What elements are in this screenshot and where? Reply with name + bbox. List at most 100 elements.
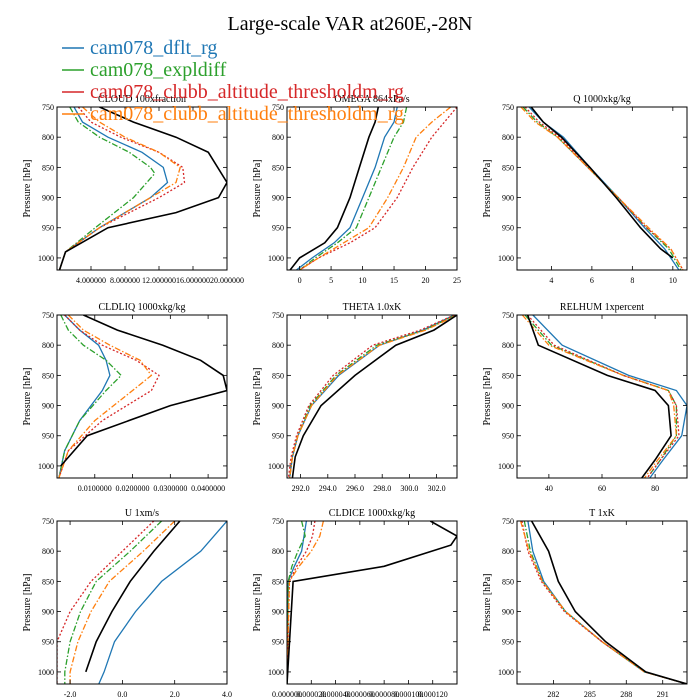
panel-6-series-0 — [98, 521, 227, 684]
panel-4-xtick-label-1: 294.0 — [319, 484, 337, 493]
panel-1-series-0 — [296, 107, 398, 270]
panel-2-ytick-label-1: 800 — [502, 133, 514, 142]
panel-7-frame — [286, 520, 458, 685]
panel-1-series-1 — [299, 107, 408, 270]
panel-6-series-1 — [64, 521, 163, 684]
panel-6: 750 800 850 900 950 1000 -2.0 0.0 2.0 4.0 Pressure… — [22, 508, 232, 699]
panel-2: 750 800 850 900 950 1000 4 6 8 10 Pressure [hPa] Q … — [482, 94, 688, 285]
panel-2-ytick-label-0: 750 — [502, 103, 514, 112]
panel-1-ytick-label-2: 850 — [272, 163, 284, 172]
panel-6-frame — [56, 520, 228, 685]
panel-1-ytick-label-5: 1000 — [268, 254, 284, 263]
panel-0-xtick-label-4: 20.000000 — [210, 276, 244, 285]
panel-4-series-0 — [289, 315, 455, 478]
panel-2-series-1 — [522, 107, 682, 270]
panel-0-xtick-label-3: 16.000000 — [176, 276, 210, 285]
panel-7-title: CLDICE 1000xkg/kg — [329, 508, 415, 519]
panel-7-series-0 — [287, 521, 308, 684]
panel-6-xtick-label-0: -2.0 — [64, 690, 77, 699]
panel-4-title: THETA 1.0xK — [343, 302, 402, 313]
panel-5-series-0 — [532, 315, 687, 478]
panel-6-ytick-label-3: 900 — [42, 608, 54, 617]
panel-8-ytick-label-5: 1000 — [498, 668, 514, 677]
panel-5-ylabel: Pressure [hPa] — [482, 367, 493, 425]
panel-6-ylabel: Pressure [hPa] — [22, 573, 33, 631]
panel-5-xtick-label-2: 80 — [651, 484, 659, 493]
panel-2-ytick-label-3: 900 — [502, 194, 514, 203]
panel-8-title: T 1xK — [589, 508, 615, 519]
panel-0-series-3 — [58, 107, 181, 270]
panel-8-xtick-label-0: 282 — [547, 690, 559, 699]
panel-7-xtick-label-6: 0.000120 — [418, 690, 448, 699]
panel-7-xtick-label-3: 0.000060 — [345, 690, 375, 699]
panel-2-title: Q 1000xkg/kg — [573, 94, 631, 105]
panel-2-ytick-label-5: 1000 — [498, 254, 514, 263]
panel-1-xtick-label-5: 25 — [453, 276, 461, 285]
panel-3-title: CLDLIQ 1000xkg/kg — [99, 302, 186, 313]
panel-8-xtick-label-2: 288 — [620, 690, 632, 699]
panel-1-title: OMEGA 864xPa/s — [334, 94, 409, 105]
panel-8-ytick-label-1: 800 — [502, 547, 514, 556]
panel-0-title: CLOUD 100xfraction — [98, 94, 186, 105]
panel-5-xtick-label-1: 60 — [598, 484, 606, 493]
panel-5-frame — [516, 314, 688, 479]
panel-3-ytick-label-5: 1000 — [38, 462, 54, 471]
panel-0-ytick-label-5: 1000 — [38, 254, 54, 263]
panel-8-series-0 — [527, 521, 687, 684]
panel-4-ylabel: Pressure [hPa] — [252, 367, 263, 425]
panel-0-series-2 — [58, 107, 186, 270]
panel-6-ytick-label-4: 950 — [42, 638, 54, 647]
panel-8-frame — [516, 520, 688, 685]
panel-5-ytick-label-2: 850 — [502, 371, 514, 380]
panel-3-series-2 — [58, 315, 160, 478]
panel-1-ylabel: Pressure [hPa] — [252, 159, 263, 217]
panel-6-xtick-label-2: 2.0 — [170, 690, 180, 699]
panel-4-series-3 — [289, 315, 457, 478]
panel-4-series-2 — [287, 315, 455, 478]
panel-4-ytick-label-0: 750 — [272, 311, 284, 320]
legend-entry-3: cam078_clubb_altitude_thresholdm_rg — [90, 103, 404, 125]
panel-4-frame — [286, 314, 458, 479]
panel-7-series-3 — [287, 521, 325, 684]
panel-4-xtick-label-2: 296.0 — [346, 484, 364, 493]
panel-8: 750 800 850 900 950 1000 282 285 288 291 Pressure … — [482, 508, 688, 699]
panel-4-xtick-label-0: 292.0 — [292, 484, 310, 493]
panel-3-series-0 — [58, 315, 111, 478]
panel-1-ytick-label-0: 750 — [272, 103, 284, 112]
panel-3-xtick-label-1: 0.0200000 — [116, 484, 150, 493]
panel-0: 750 800 850 900 950 1000 4.000000 8.000000 12.00… — [22, 94, 244, 285]
panel-6-title: U 1xm/s — [125, 508, 159, 519]
panel-7-ytick-label-0: 750 — [272, 517, 284, 526]
panel-2-ytick-label-2: 850 — [502, 163, 514, 172]
panel-5-ytick-label-5: 1000 — [498, 462, 514, 471]
panel-5-ytick-label-0: 750 — [502, 311, 514, 320]
panel-5-ytick-label-1: 800 — [502, 341, 514, 350]
panel-7-series-4 — [287, 521, 457, 684]
panel-4-xtick-label-5: 302.0 — [428, 484, 446, 493]
panel-2-series-3 — [520, 107, 684, 270]
panel-1: 750 800 850 900 950 1000 0 5 10 15 20 25 Pressure [h… — [252, 94, 461, 285]
panel-1-xtick-label-1: 5 — [329, 276, 333, 285]
panel-3-xtick-label-0: 0.0100000 — [78, 484, 112, 493]
panel-4-ytick-label-1: 800 — [272, 341, 284, 350]
panel-3-frame — [56, 314, 228, 479]
panel-3-xtick-label-3: 0.0400000 — [191, 484, 225, 493]
panel-7-xtick-label-0: 0.000000 — [272, 690, 302, 699]
panel-3-series-3 — [58, 315, 153, 478]
panel-4-series-1 — [289, 315, 456, 478]
panel-1-frame — [286, 106, 458, 271]
panel-6-series-2 — [57, 521, 155, 684]
panel-6-ytick-label-1: 800 — [42, 547, 54, 556]
panel-1-xtick-label-4: 20 — [422, 276, 430, 285]
panel-7-ytick-label-3: 900 — [272, 608, 284, 617]
panel-3-ytick-label-3: 900 — [42, 402, 54, 411]
panel-7-series-1 — [287, 521, 306, 684]
legend: cam078_dflt_rgcam078_expldiffcam078_club… — [62, 37, 404, 125]
panel-3-ylabel: Pressure [hPa] — [22, 367, 33, 425]
panel-5-ytick-label-4: 950 — [502, 432, 514, 441]
panel-6-series-4 — [85, 521, 181, 673]
panel-0-series-1 — [58, 107, 156, 270]
panel-7-ytick-label-1: 800 — [272, 547, 284, 556]
panel-7-series-2 — [287, 521, 316, 684]
